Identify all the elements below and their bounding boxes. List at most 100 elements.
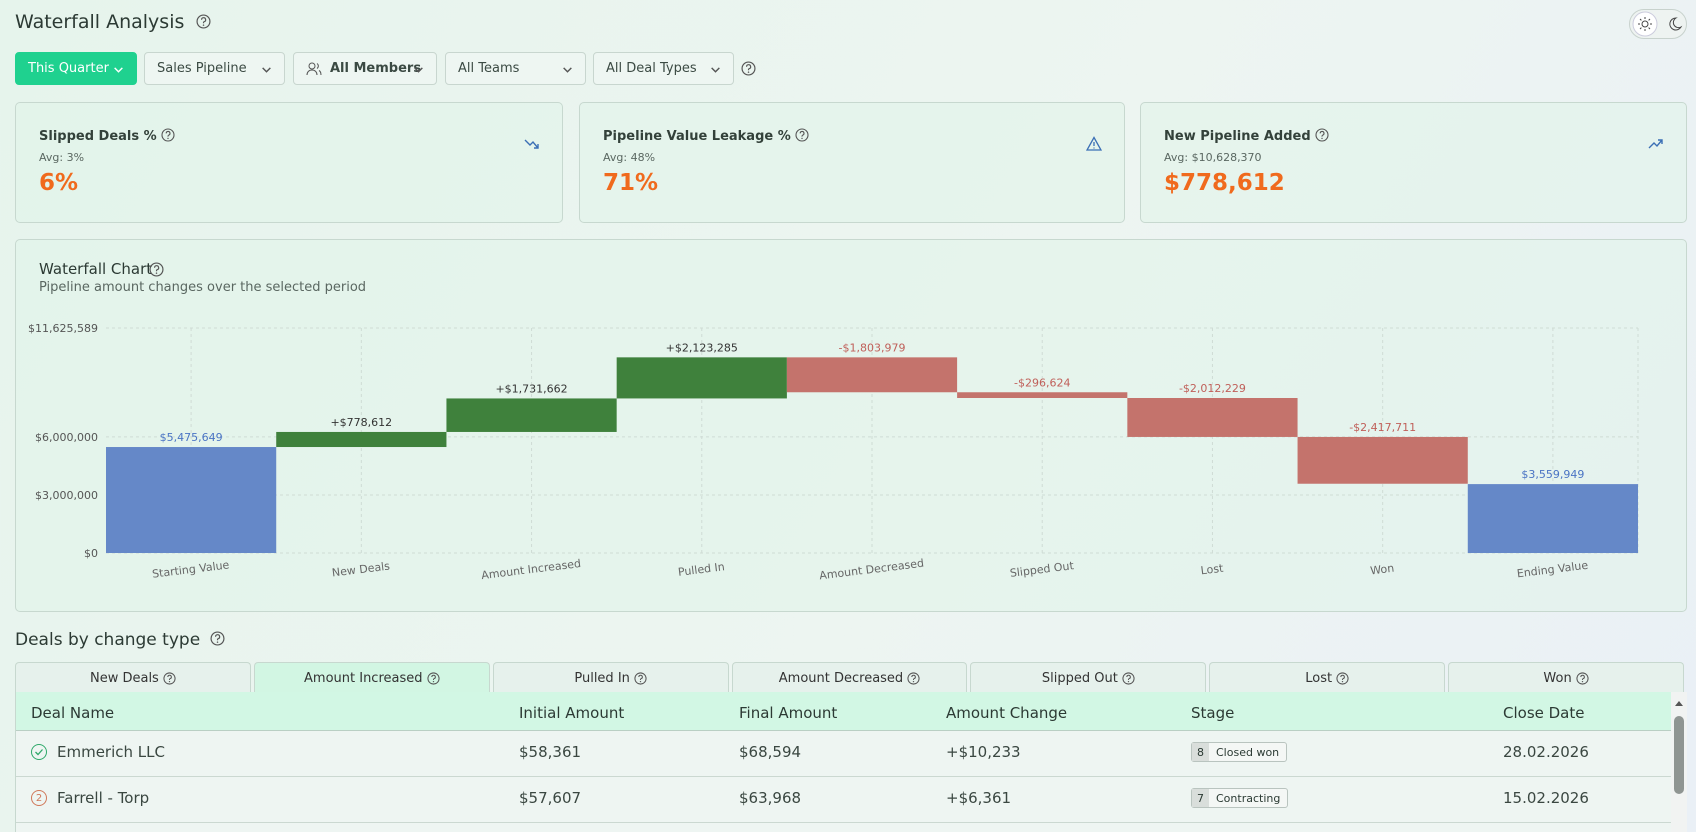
- chart-title: Waterfall Chart: [39, 260, 152, 278]
- filter-text: Sales Pipeline: [157, 61, 247, 76]
- kpi-avg: Avg: 48%: [603, 151, 656, 164]
- help-icon[interactable]: [163, 672, 176, 685]
- help-icon[interactable]: [1315, 128, 1329, 142]
- filter-text: All Deal Types: [606, 61, 697, 76]
- help-icon[interactable]: [907, 672, 920, 685]
- kpi-value: 6%: [39, 170, 79, 196]
- column-header: Deal Name: [31, 704, 115, 722]
- help-icon[interactable]: [634, 672, 647, 685]
- stage-number: 8: [1192, 743, 1209, 761]
- value-label: -$2,012,229: [1179, 382, 1246, 395]
- value-label: $5,475,649: [160, 431, 223, 444]
- x-tick-label: New Deals: [331, 559, 391, 579]
- x-tick-label: Starting Value: [151, 558, 230, 580]
- tab[interactable]: Slipped Out: [970, 662, 1207, 693]
- chevron: [113, 64, 124, 75]
- tab[interactable]: New Deals: [15, 662, 251, 693]
- theme-icons: [1632, 11, 1683, 37]
- theme-toggle[interactable]: [1629, 9, 1687, 39]
- kpi-title: Pipeline Value Leakage %: [603, 128, 809, 144]
- bar: [276, 431, 447, 448]
- column-header: Stage: [1191, 704, 1235, 722]
- tab-label: Amount Decreased: [778, 670, 904, 686]
- x-tick-label: Amount Decreased: [819, 557, 925, 583]
- row-divider: [16, 776, 1672, 777]
- status-number: 2: [35, 792, 43, 804]
- value-label: -$2,417,711: [1349, 421, 1416, 434]
- bar: [616, 357, 787, 399]
- help-icon[interactable]: [1122, 672, 1135, 685]
- value-label: +$1,731,662: [495, 382, 567, 395]
- help-icon[interactable]: [427, 672, 440, 685]
- column-header: Amount Change: [946, 704, 1068, 722]
- close-date: 15.02.2026: [1503, 789, 1589, 807]
- help-icon[interactable]: [741, 61, 756, 76]
- kpi-card: Slipped Deals % Avg: 3% 6%: [15, 102, 563, 223]
- kpi-avg: Avg: 3%: [39, 151, 85, 164]
- bar: [786, 357, 958, 393]
- help-icon[interactable]: [161, 128, 175, 142]
- tab[interactable]: Amount Decreased: [731, 662, 968, 693]
- filter-text: All Members: [330, 61, 422, 76]
- filter-period[interactable]: This Quarter: [15, 52, 137, 85]
- column-header: Final Amount: [739, 704, 838, 722]
- kpi-title-text: Pipeline Value Leakage %: [603, 129, 791, 144]
- deal-name[interactable]: Emmerich LLC: [57, 743, 165, 761]
- y-tick-label: $3,000,000: [35, 489, 98, 502]
- deal-name[interactable]: Farrell - Torp: [57, 789, 150, 807]
- close-date: 28.02.2026: [1503, 743, 1589, 761]
- filter-text: This Quarter: [28, 61, 109, 76]
- filter-text: All Teams: [458, 61, 520, 76]
- table-header: [16, 692, 1672, 731]
- column-header: Initial Amount: [519, 704, 625, 722]
- tab-label: Slipped Out: [1041, 670, 1118, 686]
- users-icon: [306, 62, 322, 75]
- value-label: $3,559,949: [1521, 468, 1584, 481]
- trend-up-icon: [1648, 139, 1663, 149]
- chart-card: Waterfall Chart Pipeline amount changes …: [15, 239, 1687, 612]
- tab[interactable]: Lost: [1209, 662, 1446, 693]
- filter-deal-types[interactable]: All Deal Types: [593, 52, 734, 85]
- chevron: [562, 64, 573, 75]
- check: [35, 749, 43, 756]
- tab[interactable]: Amount Increased: [253, 662, 490, 693]
- help-icon[interactable]: [210, 631, 225, 646]
- chevron: [710, 64, 721, 75]
- help-icon[interactable]: [1336, 672, 1349, 685]
- y-tick-label: $11,625,589: [28, 322, 98, 335]
- final-amount: $63,968: [739, 789, 802, 807]
- help-icon[interactable]: [795, 128, 809, 142]
- x-tick-label: Pulled In: [677, 560, 725, 579]
- bar: [1297, 436, 1468, 484]
- help-icon[interactable]: [1576, 672, 1589, 685]
- tab-label: Won: [1543, 670, 1572, 686]
- kpi-avg: Avg: $10,628,370: [1164, 151, 1262, 164]
- table: [15, 692, 1672, 832]
- column-header: Close Date: [1503, 704, 1585, 722]
- tab[interactable]: Pulled In: [492, 662, 729, 693]
- bar: [446, 398, 617, 432]
- filter-pipeline[interactable]: Sales Pipeline: [144, 52, 285, 85]
- chevron: [413, 64, 424, 75]
- x-tick-label: Lost: [1200, 562, 1225, 578]
- filter-teams[interactable]: All Teams: [445, 52, 586, 85]
- scrollbar-parts: [1674, 701, 1684, 794]
- title-text: Waterfall Analysis: [15, 11, 185, 33]
- section-title: Deals by change type: [15, 630, 225, 650]
- section-title-text: Deals by change type: [15, 630, 201, 650]
- bar: [1127, 398, 1298, 437]
- initial-amount: $58,361: [519, 743, 582, 761]
- x-tick-label: Ending Value: [1516, 559, 1589, 581]
- scrollbar[interactable]: [1671, 692, 1687, 832]
- kpi-title-text: Slipped Deals %: [39, 129, 157, 144]
- value-label: -$1,803,979: [839, 341, 906, 354]
- stage-badge: 7 Contracting: [1191, 788, 1289, 808]
- tab-label: Lost: [1305, 670, 1333, 686]
- stage-number: 7: [1192, 789, 1209, 807]
- filter-members[interactable]: All Members: [293, 52, 437, 85]
- help-icon[interactable]: [196, 14, 211, 29]
- chevron: [261, 64, 272, 75]
- tab[interactable]: Won: [1448, 662, 1684, 693]
- y-tick-label: $0: [84, 547, 98, 560]
